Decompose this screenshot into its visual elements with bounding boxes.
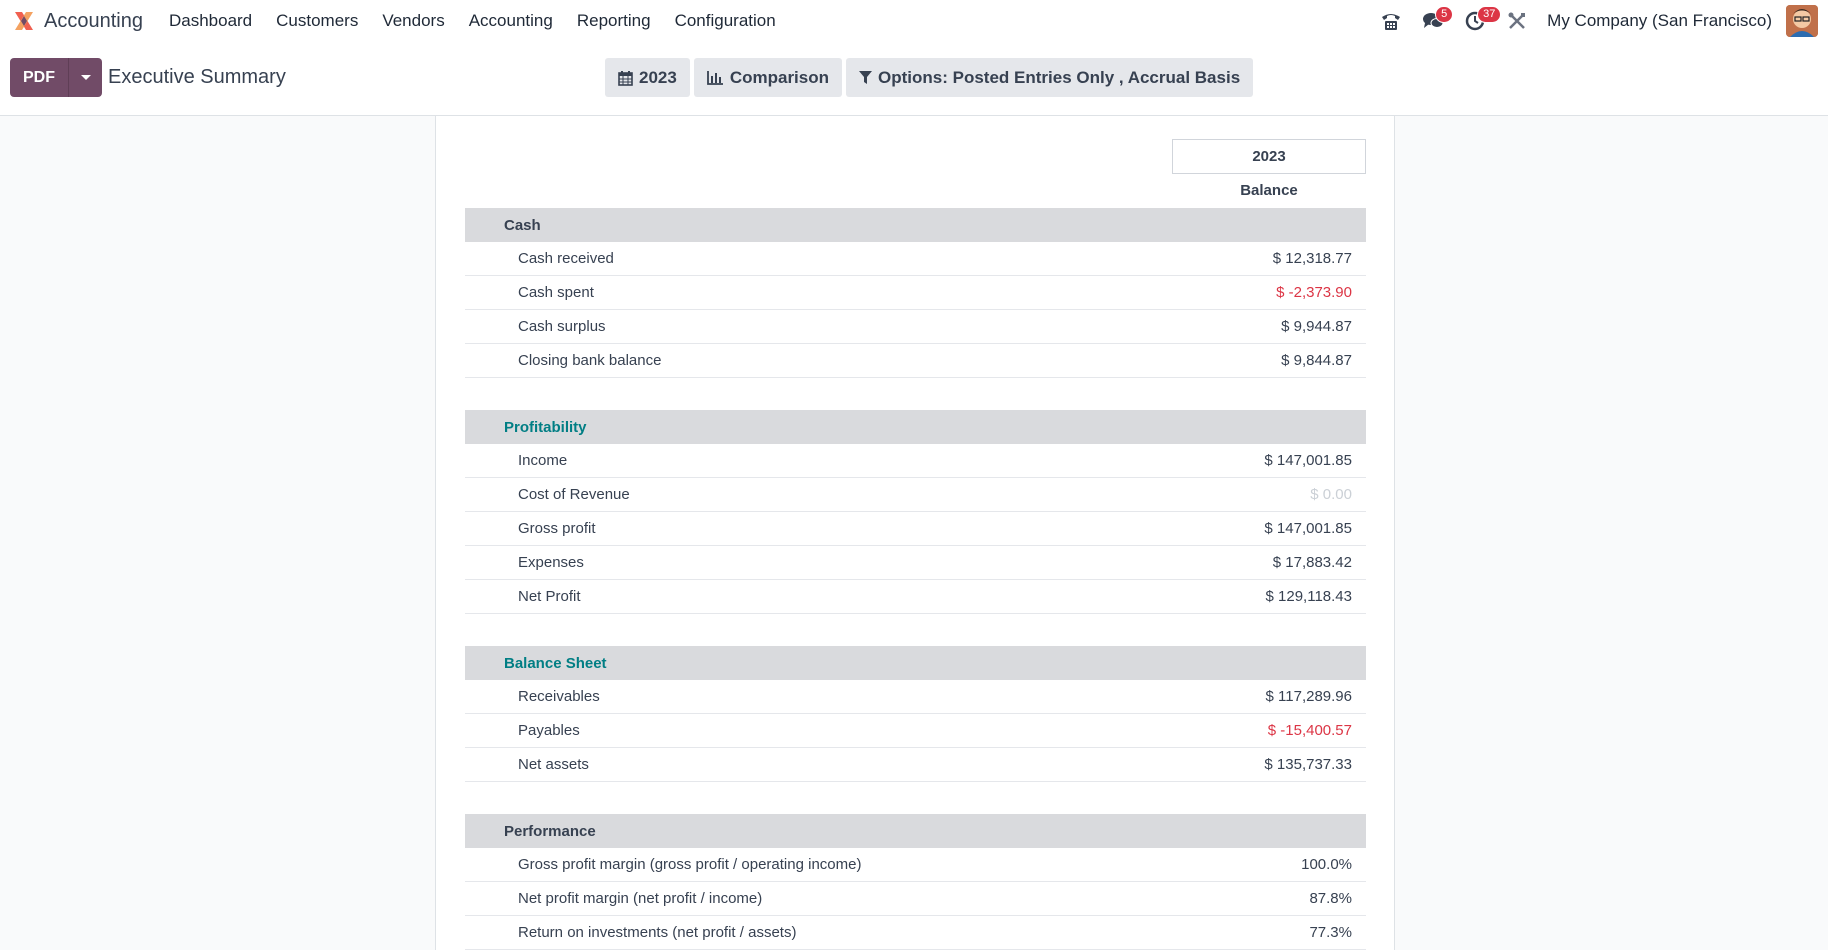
page-title: Executive Summary (108, 66, 286, 88)
messages-badge: 5 (1435, 6, 1454, 23)
filter-options-label: Options: Posted Entries Only , Accrual B… (878, 67, 1241, 87)
table-row[interactable]: Expenses $ 17,883.42 (465, 546, 1366, 580)
table-row[interactable]: Gross profit $ 147,001.85 (465, 512, 1366, 546)
clock-icon[interactable]: 37 (1459, 0, 1502, 42)
row-label: Return on investments (net profit / asse… (518, 924, 797, 941)
row-value[interactable]: 100.0% (1301, 856, 1352, 873)
row-value[interactable]: $ 0.00 (1310, 486, 1352, 503)
row-value[interactable]: $ 135,737.33 (1264, 756, 1352, 773)
phone-icon[interactable] (1375, 0, 1407, 42)
section-header-profitability[interactable]: Profitability (465, 410, 1366, 444)
table-row[interactable]: Cash spent $ -2,373.90 (465, 276, 1366, 310)
table-row[interactable]: Net profit margin (net profit / income) … (465, 882, 1366, 916)
pdf-dropdown-toggle[interactable] (68, 58, 102, 97)
table-row[interactable]: Net Profit $ 129,118.43 (465, 580, 1366, 614)
control-panel: PDF Executive Summary 2023 Comparison (0, 42, 1828, 116)
filter-comparison-button[interactable]: Comparison (693, 58, 843, 97)
row-label: Income (518, 452, 568, 469)
report-filters: 2023 Comparison Options: Posted Entries … (605, 58, 1257, 97)
table-row[interactable]: Payables $ -15,400.57 (465, 714, 1366, 748)
bar-chart-icon (706, 71, 723, 85)
top-navbar: Accounting Dashboard Customers Vendors A… (0, 0, 1828, 42)
caret-down-icon (80, 75, 91, 80)
column-header-period: 2023 (1172, 139, 1366, 174)
row-label: Net profit margin (net profit / income) (518, 890, 763, 907)
row-value[interactable]: $ 147,001.85 (1264, 520, 1352, 537)
table-row[interactable]: Gross profit margin (gross profit / oper… (465, 848, 1366, 882)
section-header-balance-sheet[interactable]: Balance Sheet (465, 646, 1366, 680)
user-avatar[interactable] (1786, 5, 1818, 37)
table-row[interactable]: Net assets $ 135,737.33 (465, 748, 1366, 782)
row-value[interactable]: $ 12,318.77 (1272, 250, 1352, 267)
menu-configuration[interactable]: Configuration (674, 11, 776, 30)
menu-reporting[interactable]: Reporting (576, 11, 651, 30)
row-label: Cash received (518, 250, 614, 267)
row-label: Cash spent (518, 284, 594, 301)
row-value[interactable]: $ 147,001.85 (1264, 452, 1352, 469)
row-label: Receivables (518, 688, 600, 705)
app-name[interactable]: Accounting (44, 9, 143, 32)
tools-icon[interactable] (1501, 0, 1533, 42)
row-value[interactable]: 87.8% (1309, 890, 1352, 907)
menu-dashboard[interactable]: Dashboard (168, 11, 253, 30)
menu-accounting[interactable]: Accounting (468, 11, 553, 30)
filter-date-button[interactable]: 2023 (605, 58, 690, 97)
row-label: Gross profit margin (gross profit / oper… (518, 856, 862, 873)
table-row[interactable]: Closing bank balance $ 9,844.87 (465, 344, 1366, 378)
report-table: Cash Cash received $ 12,318.77 Cash spen… (465, 208, 1366, 950)
main-menu: Dashboard Customers Vendors Accounting R… (157, 0, 788, 42)
menu-vendors[interactable]: Vendors (382, 11, 445, 30)
app-logo-icon[interactable] (10, 7, 38, 35)
row-value[interactable]: $ 17,883.42 (1272, 554, 1352, 571)
activities-badge: 37 (1477, 6, 1502, 23)
calendar-icon (618, 70, 633, 86)
section-header-cash[interactable]: Cash (465, 208, 1366, 242)
section-header-performance[interactable]: Performance (465, 814, 1366, 848)
row-label: Expenses (518, 554, 584, 571)
table-row[interactable]: Cash received $ 12,318.77 (465, 242, 1366, 276)
row-value[interactable]: $ 9,844.87 (1281, 352, 1352, 369)
row-label: Cost of Revenue (518, 486, 630, 503)
company-switcher[interactable]: My Company (San Francisco) (1547, 11, 1772, 30)
table-row[interactable]: Cash surplus $ 9,944.87 (465, 310, 1366, 344)
filter-icon (859, 70, 873, 84)
chat-icon[interactable]: 5 (1417, 0, 1454, 42)
pdf-button-group: PDF (10, 58, 102, 97)
row-label: Payables (518, 722, 580, 739)
table-row[interactable]: Return on investments (net profit / asse… (465, 916, 1366, 950)
row-value[interactable]: $ 9,944.87 (1281, 318, 1352, 335)
filter-comparison-label: Comparison (729, 67, 830, 87)
pdf-button[interactable]: PDF (10, 58, 68, 97)
table-row[interactable]: Cost of Revenue $ 0.00 (465, 478, 1366, 512)
row-value[interactable]: $ 117,289.96 (1265, 688, 1352, 705)
row-label: Gross profit (518, 520, 596, 537)
menu-customers[interactable]: Customers (276, 11, 359, 30)
section-spacer (465, 782, 1366, 814)
row-value[interactable]: $ -2,373.90 (1276, 284, 1352, 301)
row-label: Net Profit (518, 588, 581, 605)
row-value[interactable]: $ 129,118.43 (1265, 588, 1352, 605)
row-label: Closing bank balance (518, 352, 662, 369)
section-spacer (465, 614, 1366, 646)
row-label: Cash surplus (518, 318, 606, 335)
systray: 5 37 My Company (San Francisco) (1375, 0, 1828, 42)
row-value[interactable]: $ -15,400.57 (1267, 722, 1352, 739)
column-header-balance: Balance (1240, 182, 1298, 199)
filter-date-label: 2023 (639, 67, 677, 87)
table-row[interactable]: Income $ 147,001.85 (465, 444, 1366, 478)
report-sheet: 2023 Balance Cash Cash received $ 12,318… (435, 116, 1395, 950)
filter-options-button[interactable]: Options: Posted Entries Only , Accrual B… (846, 58, 1254, 97)
row-label: Net assets (518, 756, 589, 773)
section-spacer (465, 378, 1366, 410)
table-row[interactable]: Receivables $ 117,289.96 (465, 680, 1366, 714)
row-value[interactable]: 77.3% (1309, 924, 1352, 941)
